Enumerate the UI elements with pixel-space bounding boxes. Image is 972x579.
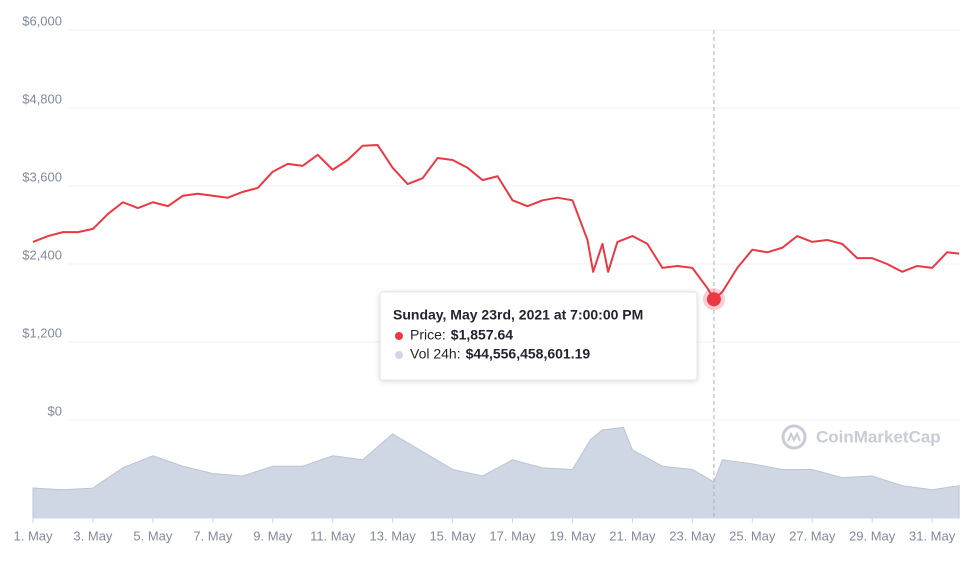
tooltip-title: Sunday, May 23rd, 2021 at 7:00:00 PM <box>393 307 643 323</box>
volume-area <box>32 426 960 519</box>
tooltip: Sunday, May 23rd, 2021 at 7:00:00 PM Pric… <box>379 291 698 381</box>
x-tick-label: 19. May <box>549 528 596 543</box>
logo-mark <box>787 431 801 443</box>
x-tick-label: 1. May <box>13 528 53 543</box>
y-tick-label: $6,000 <box>22 13 62 28</box>
x-tick-label: 25. May <box>729 528 776 543</box>
x-tick-label: 11. May <box>310 528 356 543</box>
logo <box>781 424 807 450</box>
x-tick-label: 5. May <box>133 528 173 543</box>
tooltip-price-dot <box>395 332 403 340</box>
watermark: CoinMarketCap <box>781 424 941 450</box>
x-tick-label: 21. May <box>609 528 656 543</box>
y-tick-label: $0 <box>48 403 62 418</box>
x-tick-label: 27. May <box>789 528 836 543</box>
hover-point <box>706 292 721 307</box>
tooltip-price-label: Price: <box>410 327 446 343</box>
x-tick-label: 17. May <box>489 528 536 543</box>
y-tick-label: $3,600 <box>22 169 62 184</box>
tooltip-price-value: $1,857.64 <box>451 327 513 343</box>
x-tick-label: 29. May <box>849 528 896 543</box>
x-tick-label: 3. May <box>73 528 113 543</box>
x-tick-label: 23. May <box>669 528 716 543</box>
tooltip-volume-value: $44,556,458,601.19 <box>466 346 591 362</box>
price-line <box>32 144 960 301</box>
x-tick-label: 13. May <box>370 528 417 543</box>
watermark-text: CoinMarketCap <box>816 427 941 446</box>
tooltip-volume-label: Vol 24h: <box>410 346 461 362</box>
tooltip-volume-dot <box>395 351 403 359</box>
x-tick-label: 31. May <box>909 528 956 543</box>
x-tick-label: 15. May <box>429 528 476 543</box>
y-tick-label: $2,400 <box>22 247 62 262</box>
tooltip-box <box>379 291 698 381</box>
x-tick-label: 9. May <box>253 528 293 543</box>
y-tick-label: $4,800 <box>22 91 62 106</box>
y-tick-label: $1,200 <box>22 325 62 340</box>
x-tick-label: 7. May <box>193 528 233 543</box>
